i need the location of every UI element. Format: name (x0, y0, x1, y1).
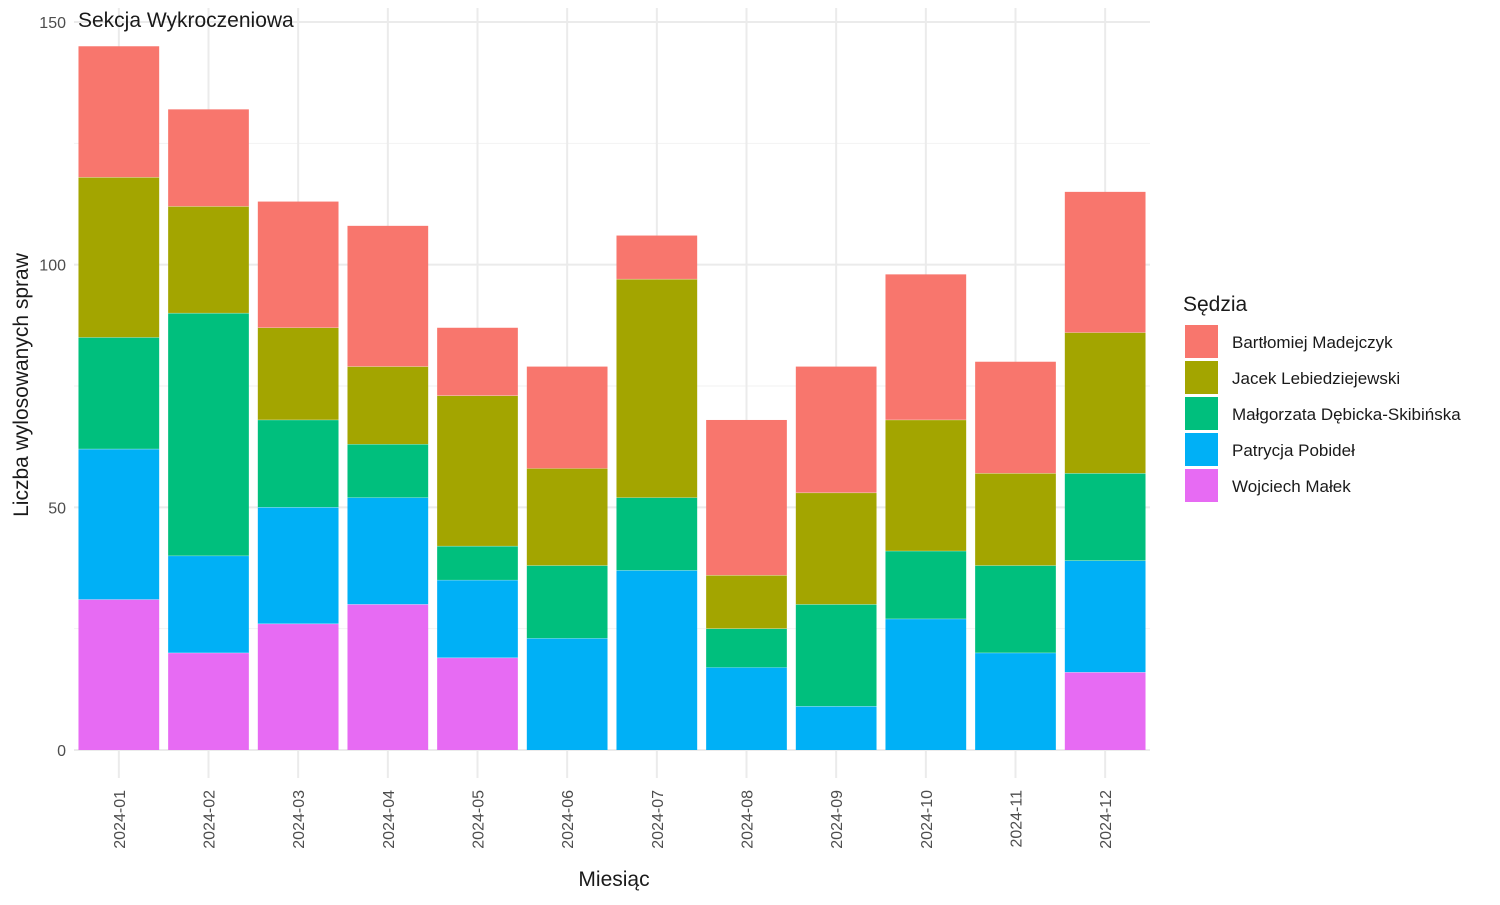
bar-segment (168, 313, 249, 556)
bar-segment (1064, 672, 1146, 750)
x-axis-title: Miesiąc (578, 868, 649, 891)
bar-segment (795, 366, 877, 493)
legend-title: Sędzia (1183, 293, 1248, 316)
bar-segment (706, 575, 787, 629)
bar-segment (526, 468, 608, 566)
bar-segment (526, 565, 608, 639)
y-axis-title: Liczba wylosowanych spraw (10, 252, 33, 517)
facet-label: Sekcja Wykroczeniowa (78, 9, 294, 32)
bars-layer (78, 46, 1146, 750)
x-tick-label: 2024-05 (471, 790, 488, 849)
x-tick-label: 2024-07 (650, 790, 667, 849)
bar-segment (257, 327, 339, 420)
bar-segment (1064, 560, 1146, 673)
bar-segment (706, 419, 787, 576)
bar-segment (437, 657, 518, 750)
bar-segment (1064, 473, 1146, 561)
bar-segment (257, 507, 339, 624)
legend-swatch (1185, 433, 1218, 466)
bar-segment (347, 225, 429, 367)
bar-segment (78, 337, 160, 450)
bar-segment (347, 444, 429, 498)
bar-segment (526, 638, 608, 750)
bar-segment (975, 361, 1056, 474)
legend: Sędzia Bartłomiej Madejczyk Jacek Lebiedz… (1183, 293, 1461, 502)
bar-segment (168, 652, 249, 750)
x-tick-label: 2024-03 (291, 790, 308, 849)
legend-swatch (1185, 469, 1218, 502)
bar-segment (795, 604, 877, 707)
bar-segment (437, 327, 518, 396)
bar-segment (347, 366, 429, 445)
x-tick-label: 2024-01 (112, 790, 129, 849)
axis-layer: 0 50 100 150 2024-01 2024-02 2024-03 2024-04 202… (39, 15, 1115, 849)
bar-segment (706, 628, 787, 668)
bar-segment (78, 599, 160, 750)
legend-swatch (1185, 325, 1218, 358)
bar-segment (257, 201, 339, 328)
legend-label: Wojciech Małek (1232, 477, 1351, 496)
bar-segment (78, 46, 160, 178)
bar-segment (885, 618, 967, 750)
bar-segment (437, 546, 518, 581)
y-tick-label: 100 (39, 258, 66, 275)
bar-segment (1064, 332, 1146, 474)
bar-segment (437, 580, 518, 658)
bar-segment (437, 395, 518, 547)
bar-segment (706, 667, 787, 750)
legend-label: Małgorzata Dębicka-Skibińska (1232, 405, 1461, 424)
bar-segment (257, 419, 339, 508)
legend-swatch (1185, 397, 1218, 430)
y-tick-label: 150 (39, 15, 66, 32)
y-tick-label: 0 (57, 743, 66, 760)
bar-segment (616, 279, 698, 498)
bar-segment (616, 570, 698, 750)
legend-swatch (1185, 361, 1218, 394)
x-tick-label: 2024-08 (740, 790, 757, 849)
bar-segment (257, 623, 339, 750)
bar-segment (975, 565, 1056, 653)
bar-segment (347, 497, 429, 605)
y-tick-label: 50 (48, 500, 66, 517)
x-tick-label: 2024-04 (381, 790, 398, 849)
legend-label: Jacek Lebiedziejewski (1232, 369, 1400, 388)
bar-segment (1064, 191, 1146, 333)
legend-label: Patrycja Pobideł (1232, 441, 1355, 460)
legend-label: Bartłomiej Madejczyk (1232, 333, 1393, 352)
x-tick-label: 2024-10 (919, 790, 936, 849)
bar-segment (616, 497, 698, 571)
bar-segment (885, 419, 967, 552)
bar-segment (168, 555, 249, 653)
bar-segment (975, 473, 1056, 566)
bar-segment (616, 235, 698, 280)
bar-segment (168, 109, 249, 207)
bar-segment (347, 604, 429, 750)
bar-segment (795, 706, 877, 750)
legend-items: Bartłomiej Madejczyk Jacek Lebiedziejewsk… (1185, 325, 1461, 502)
x-tick-label: 2024-12 (1098, 790, 1115, 849)
bar-segment (168, 206, 249, 314)
bar-segment (885, 274, 967, 420)
bar-segment (78, 449, 160, 600)
x-tick-label: 2024-02 (202, 790, 219, 849)
x-tick-label: 2024-11 (1009, 790, 1026, 848)
x-tick-label: 2024-09 (829, 790, 846, 849)
bar-segment (526, 366, 608, 469)
x-tick-label: 2024-06 (560, 790, 577, 849)
bar-segment (975, 652, 1056, 750)
bar-segment (795, 492, 877, 605)
bar-segment (885, 551, 967, 619)
bar-segment (78, 177, 160, 338)
